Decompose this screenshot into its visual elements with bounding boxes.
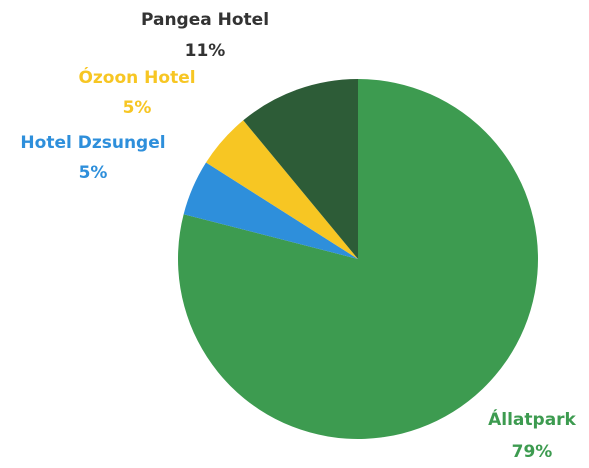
slice-label: Hotel Dzsungel bbox=[20, 133, 165, 153]
slice-value-label: 5% bbox=[79, 163, 108, 183]
slice-value-label: 79% bbox=[512, 442, 553, 462]
pie-slice bbox=[183, 162, 358, 259]
slice-label: Ózoon Hotel bbox=[78, 66, 195, 88]
pie-slice bbox=[206, 120, 358, 259]
slice-label: Pangea Hotel bbox=[141, 10, 269, 30]
pie-slice bbox=[243, 79, 358, 259]
slice-value-label: 11% bbox=[185, 41, 226, 61]
slice-value-label: 5% bbox=[123, 98, 152, 118]
slice-label: Állatpark bbox=[488, 408, 576, 430]
